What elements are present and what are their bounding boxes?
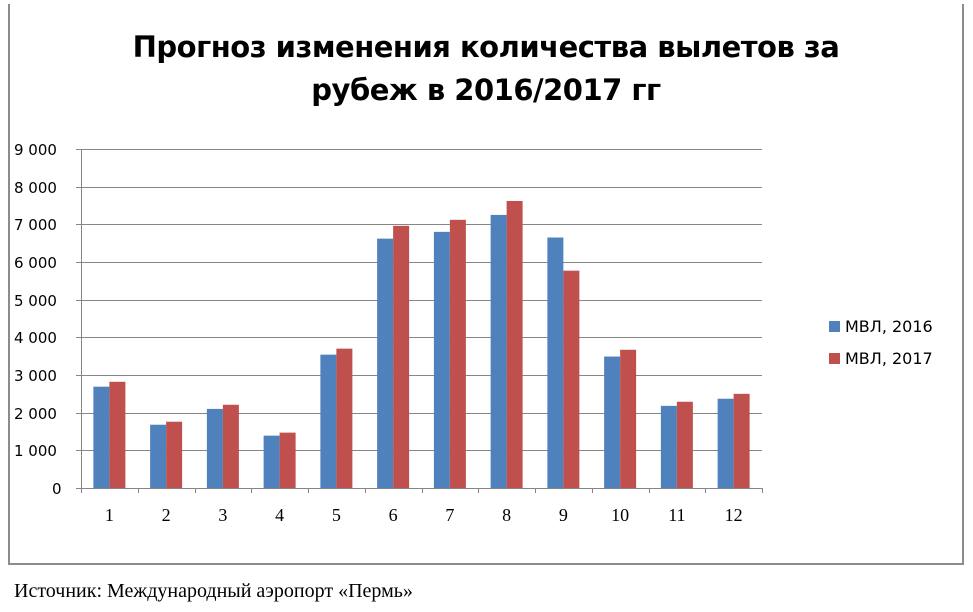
bar-2017-month-6 bbox=[393, 225, 410, 488]
y-tick-label: 9 000 bbox=[14, 141, 57, 159]
bar-2017-month-7 bbox=[449, 219, 466, 488]
bar-2017-month-2 bbox=[166, 421, 183, 488]
x-tick-label: 9 bbox=[558, 505, 568, 525]
x-tick-label: 4 bbox=[275, 505, 285, 525]
x-tick-label: 11 bbox=[668, 505, 686, 525]
bar-2016-month-1 bbox=[93, 386, 110, 488]
chart-title: Прогноз изменения количества вылетов за … bbox=[8, 26, 964, 112]
chart-title-line-1: Прогноз изменения количества вылетов за bbox=[132, 30, 840, 64]
bar-2017-month-3 bbox=[222, 404, 239, 488]
y-tick-label: 0 bbox=[52, 480, 62, 498]
bar-2016-month-11 bbox=[660, 405, 677, 488]
x-tick-label: 2 bbox=[161, 505, 171, 525]
bar-2017-month-5 bbox=[336, 348, 353, 488]
x-tick-label: 8 bbox=[502, 505, 512, 525]
bar-2016-month-10 bbox=[604, 356, 621, 488]
legend-item-2017: МВЛ, 2017 bbox=[829, 342, 933, 374]
bar-2016-month-9 bbox=[547, 237, 564, 488]
bar-2016-month-7 bbox=[433, 231, 450, 488]
y-tick-label: 7 000 bbox=[14, 216, 57, 235]
bar-2016-month-3 bbox=[206, 408, 223, 488]
x-tick-label: 3 bbox=[218, 505, 228, 525]
legend-label-2016: МВЛ, 2016 bbox=[845, 316, 933, 336]
bar-2017-month-11 bbox=[676, 401, 693, 488]
y-tick-label: 8 000 bbox=[14, 178, 57, 197]
bar-2016-month-4 bbox=[263, 435, 280, 488]
bar-2017-month-1 bbox=[109, 381, 126, 488]
legend-item-2016: МВЛ, 2016 bbox=[829, 310, 933, 342]
bar-2016-month-8 bbox=[490, 214, 507, 488]
x-tick-label: 7 bbox=[445, 505, 455, 525]
source-caption: Источник: Международный аэропорт «Пермь» bbox=[14, 580, 413, 602]
bar-2017-month-4 bbox=[279, 432, 296, 488]
y-tick-label: 3 000 bbox=[14, 367, 57, 385]
x-tick-label: 1 bbox=[104, 505, 114, 525]
y-tick-label: 4 000 bbox=[14, 329, 57, 348]
bar-2016-month-2 bbox=[150, 424, 167, 488]
y-tick-label: 2 000 bbox=[14, 404, 57, 423]
x-tick-label: 10 bbox=[611, 505, 630, 525]
x-tick-label: 5 bbox=[331, 505, 341, 525]
x-tick-label: 12 bbox=[724, 505, 743, 525]
bar-2017-month-8 bbox=[506, 200, 523, 489]
x-tick-label: 6 bbox=[388, 505, 398, 525]
y-tick-label: 5 000 bbox=[14, 291, 57, 310]
legend: МВЛ, 2016 МВЛ, 2017 bbox=[829, 310, 933, 374]
y-tick-label: 1 000 bbox=[14, 442, 57, 461]
y-tick-label: 6 000 bbox=[14, 254, 57, 272]
bar-2017-month-12 bbox=[733, 393, 750, 488]
chart-title-line-2: рубеж в 2016/2017 гг bbox=[311, 73, 661, 107]
bar-2016-month-12 bbox=[717, 398, 734, 488]
legend-swatch-2016-icon bbox=[829, 320, 840, 332]
bar-2016-month-5 bbox=[320, 354, 337, 488]
bar-2016-month-6 bbox=[377, 238, 394, 488]
bar-2017-month-9 bbox=[563, 270, 580, 488]
legend-label-2017: МВЛ, 2017 bbox=[845, 348, 933, 368]
legend-swatch-2017-icon bbox=[829, 352, 840, 364]
bar-2017-month-10 bbox=[620, 349, 637, 488]
